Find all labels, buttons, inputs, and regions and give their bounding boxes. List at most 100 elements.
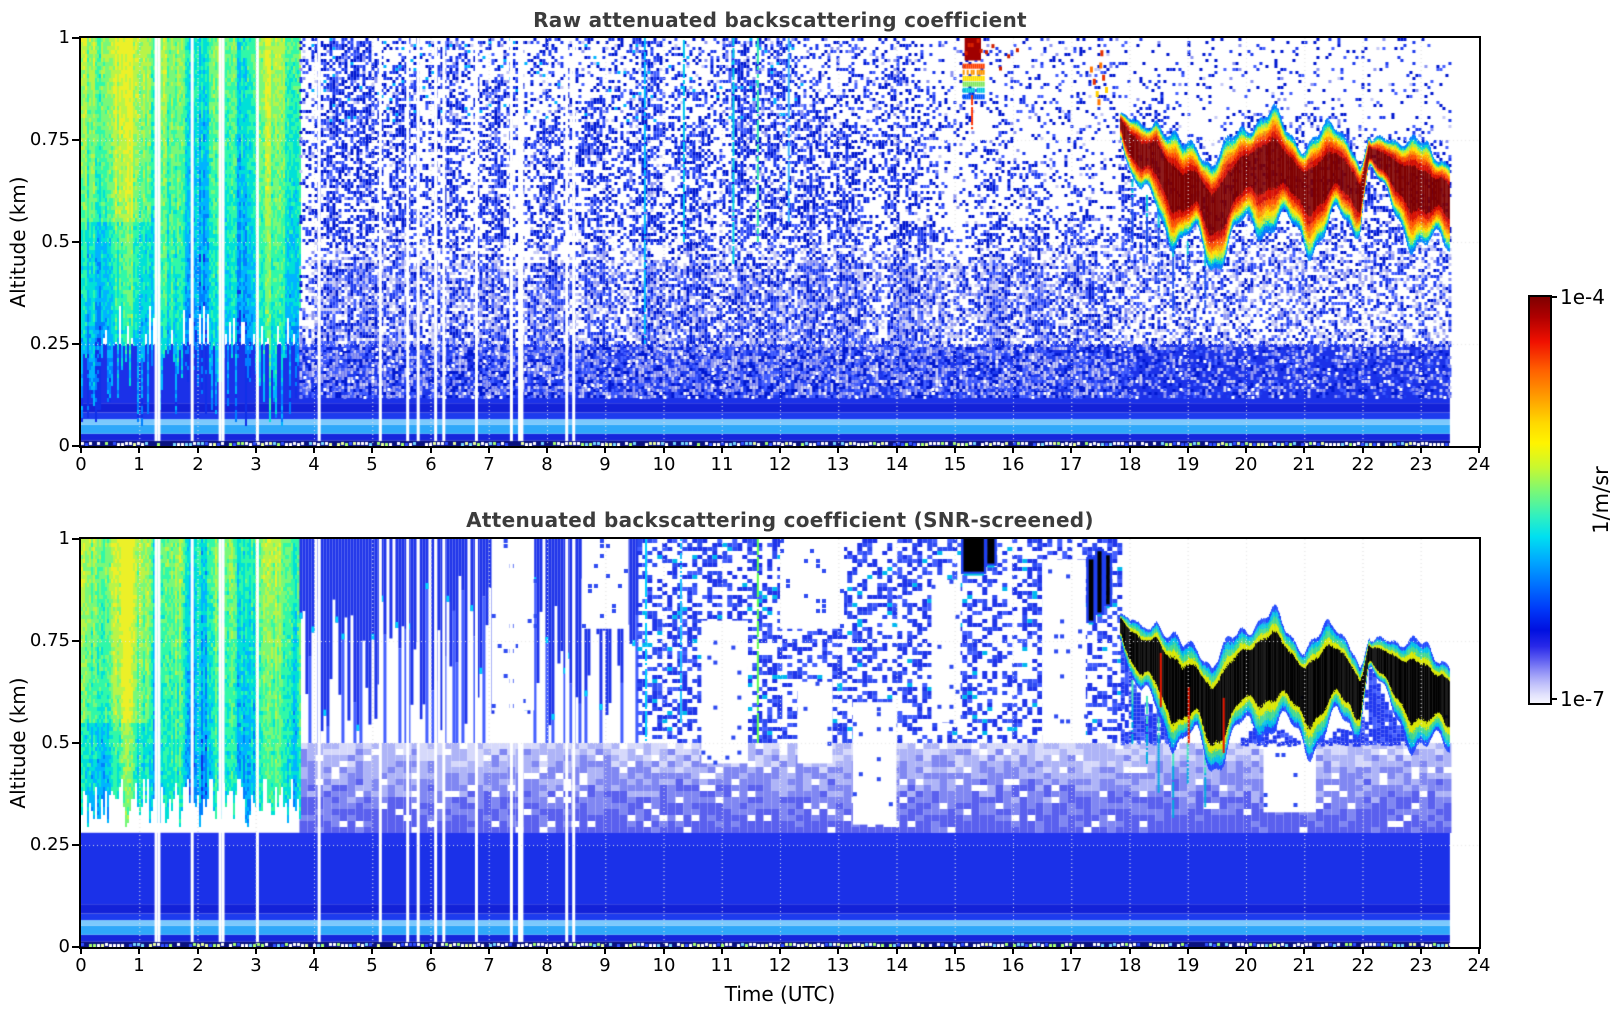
x-tick-label: 9: [599, 955, 611, 976]
x-tick-mark: [779, 446, 781, 453]
x-tick-mark: [837, 446, 839, 453]
x-tick-mark: [138, 446, 140, 453]
x-tick-mark: [255, 446, 257, 453]
y-tick-mark: [72, 37, 79, 39]
y-tick-label: 1: [58, 528, 70, 549]
x-tick-mark: [1362, 947, 1364, 954]
y-tick-mark: [72, 538, 79, 540]
x-tick-mark: [1303, 947, 1305, 954]
x-tick-mark: [721, 446, 723, 453]
x-tick-mark: [721, 947, 723, 954]
x-tick-label: 7: [483, 454, 495, 475]
x-tick-mark: [954, 446, 956, 453]
x-tick-mark: [1012, 446, 1014, 453]
x-axis-label: Time (UTC): [724, 982, 836, 1006]
x-tick-mark: [604, 446, 606, 453]
x-tick-label: 22: [1351, 454, 1375, 475]
x-tick-label: 2: [192, 454, 204, 475]
x-tick-label: 23: [1409, 955, 1433, 976]
x-tick-mark: [138, 947, 140, 954]
x-tick-label: 8: [541, 955, 553, 976]
y-tick-mark: [72, 445, 79, 447]
y-tick-label: 0.5: [41, 231, 70, 252]
x-tick-label: 5: [366, 955, 378, 976]
colorbar-max-label: 1e-4: [1560, 285, 1605, 309]
screened-heatmap-canvas: [81, 539, 1479, 947]
x-tick-label: 3: [250, 454, 262, 475]
x-tick-mark: [1245, 446, 1247, 453]
x-tick-label: 0: [75, 454, 87, 475]
y-tick-label: 0.25: [29, 834, 70, 855]
x-tick-label: 22: [1351, 955, 1375, 976]
y-tick-mark: [72, 640, 79, 642]
x-tick-label: 0: [75, 955, 87, 976]
x-tick-mark: [1420, 947, 1422, 954]
x-tick-mark: [313, 947, 315, 954]
x-tick-mark: [1362, 446, 1364, 453]
x-tick-mark: [1129, 947, 1131, 954]
x-tick-mark: [430, 947, 432, 954]
x-tick-label: 10: [652, 955, 676, 976]
x-tick-label: 23: [1409, 454, 1433, 475]
x-tick-mark: [80, 947, 82, 954]
x-tick-label: 20: [1234, 454, 1258, 475]
screened-panel-title: Attenuated backscattering coefficient (S…: [466, 508, 1094, 532]
x-tick-mark: [430, 446, 432, 453]
x-tick-label: 13: [826, 454, 850, 475]
x-tick-mark: [954, 947, 956, 954]
y-tick-mark: [72, 241, 79, 243]
x-tick-mark: [896, 446, 898, 453]
x-tick-mark: [1478, 947, 1480, 954]
x-tick-mark: [1245, 947, 1247, 954]
x-tick-label: 11: [710, 454, 734, 475]
x-tick-mark: [488, 947, 490, 954]
x-tick-label: 17: [1059, 955, 1083, 976]
y-tick-label: 0: [58, 435, 70, 456]
x-tick-mark: [1187, 947, 1189, 954]
x-tick-label: 19: [1176, 454, 1200, 475]
x-tick-mark: [837, 947, 839, 954]
x-tick-label: 16: [1001, 454, 1025, 475]
x-tick-mark: [80, 446, 82, 453]
x-tick-mark: [1303, 446, 1305, 453]
x-tick-label: 1: [133, 955, 145, 976]
x-tick-label: 12: [768, 454, 792, 475]
x-tick-label: 2: [192, 955, 204, 976]
x-tick-mark: [1420, 446, 1422, 453]
x-tick-label: 16: [1001, 955, 1025, 976]
x-tick-label: 14: [885, 955, 909, 976]
x-tick-mark: [255, 947, 257, 954]
x-tick-label: 1: [133, 454, 145, 475]
x-tick-mark: [1187, 446, 1189, 453]
x-tick-label: 21: [1292, 454, 1316, 475]
y-tick-label: 0: [58, 936, 70, 957]
y-tick-mark: [72, 946, 79, 948]
x-tick-mark: [1070, 446, 1072, 453]
x-tick-label: 4: [308, 454, 320, 475]
colorbar-top-tick-mark: [1550, 296, 1557, 298]
x-tick-label: 6: [425, 955, 437, 976]
raw-heatmap-panel: [79, 36, 1481, 448]
x-tick-label: 7: [483, 955, 495, 976]
x-tick-label: 8: [541, 454, 553, 475]
x-tick-label: 4: [308, 955, 320, 976]
x-tick-label: 15: [943, 454, 967, 475]
y-tick-label: 0.75: [29, 129, 70, 150]
x-tick-mark: [1478, 446, 1480, 453]
x-tick-mark: [488, 446, 490, 453]
x-tick-label: 13: [826, 955, 850, 976]
x-tick-label: 18: [1118, 454, 1142, 475]
colorbar-gradient: [1530, 297, 1550, 703]
x-tick-label: 19: [1176, 955, 1200, 976]
x-tick-mark: [1012, 947, 1014, 954]
x-tick-label: 21: [1292, 955, 1316, 976]
x-tick-label: 10: [652, 454, 676, 475]
x-tick-label: 14: [885, 454, 909, 475]
x-tick-mark: [197, 947, 199, 954]
x-tick-label: 24: [1467, 955, 1491, 976]
y-tick-label: 0.5: [41, 732, 70, 753]
x-tick-label: 17: [1059, 454, 1083, 475]
x-tick-label: 5: [366, 454, 378, 475]
x-tick-mark: [896, 947, 898, 954]
screened-heatmap-panel: [79, 537, 1481, 949]
